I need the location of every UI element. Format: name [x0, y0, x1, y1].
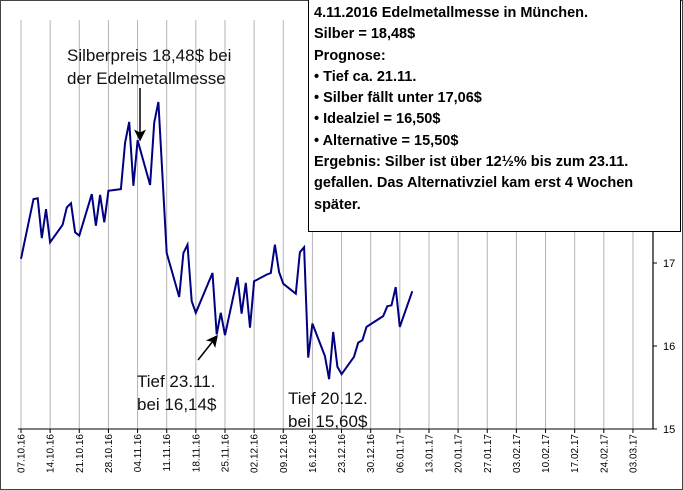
note-line: • Silber fällt unter 17,06$: [314, 90, 482, 107]
note-line: • Tief ca. 21.11.: [314, 68, 417, 85]
note-line: später.: [314, 196, 361, 213]
annotation-messe: Silberpreis 18,48$ bei der Edelmetallmes…: [67, 44, 231, 90]
note-box: 4.11.2016 Edelmetallmesse in München. Si…: [308, 0, 681, 232]
x-tick-label: 09.12.16: [279, 434, 290, 473]
x-tick-label: 06.01.17: [395, 434, 406, 473]
x-tick-label: 14.10.16: [46, 434, 57, 473]
x-tick-label: 03.03.17: [628, 434, 639, 473]
x-tick-label: 21.10.16: [75, 434, 86, 473]
annotation-tief-2012-line-1: Tief 20.12.: [288, 389, 368, 408]
annotation-messe-line-2: der Edelmetallmesse: [67, 69, 226, 88]
series-line-silber: [20, 101, 414, 380]
y-tick-label: 15: [663, 424, 675, 436]
x-tick-label: 07.10.16: [17, 434, 28, 473]
y-tick-label: 16: [663, 341, 675, 353]
x-tick-label: 18.11.16: [191, 434, 202, 473]
note-line: 4.11.2016 Edelmetallmesse in München.: [314, 5, 589, 21]
note-line: Silber = 18,48$: [314, 26, 416, 43]
note-line: • Idealziel = 16,50$: [314, 111, 441, 128]
x-tick-label: 03.02.17: [512, 434, 523, 473]
note-line: Prognose:: [314, 47, 386, 64]
annotation-messe-line-1: Silberpreis 18,48$ bei: [67, 46, 232, 65]
annotation-tief-2311-line-1: Tief 23.11.: [137, 372, 216, 391]
x-tick-label: 11.11.16: [162, 434, 173, 472]
note-line: • Alternative = 15,50$: [314, 132, 459, 149]
x-tick-label: 20.01.17: [454, 434, 465, 473]
arrow-tief-2311: [197, 334, 218, 361]
annotation-tief-2012: Tief 20.12. bei 15,60$: [288, 387, 368, 433]
x-tick-label: 13.01.17: [424, 434, 435, 473]
annotation-tief-2012-line-2: bei 15,60$: [288, 412, 368, 431]
x-tick-label: 25.11.16: [220, 434, 231, 473]
x-tick-label: 17.02.17: [570, 434, 581, 473]
x-tick-label: 04.11.16: [133, 434, 144, 473]
note-line: Ergebnis: Silber ist über 12½% bis zum 2…: [314, 154, 629, 171]
x-tick-label: 27.01.17: [483, 434, 494, 473]
x-tick-label: 02.12.16: [250, 434, 261, 473]
x-tick-label: 23.12.16: [337, 434, 348, 473]
annotation-tief-2311-line-2: bei 16,14$: [137, 395, 217, 414]
x-tick-label: 24.02.17: [599, 434, 610, 473]
x-tick-label: 28.10.16: [104, 434, 115, 473]
note-line: gefallen. Das Alternativziel kam erst 4 …: [314, 175, 634, 192]
x-tick-label: 16.12.16: [308, 434, 319, 473]
x-tick-label: 30.12.16: [366, 434, 377, 473]
annotation-tief-2311: Tief 23.11. bei 16,14$: [137, 370, 216, 416]
x-tick-label: 10.02.17: [541, 434, 552, 473]
y-tick-label: 17: [663, 258, 675, 270]
